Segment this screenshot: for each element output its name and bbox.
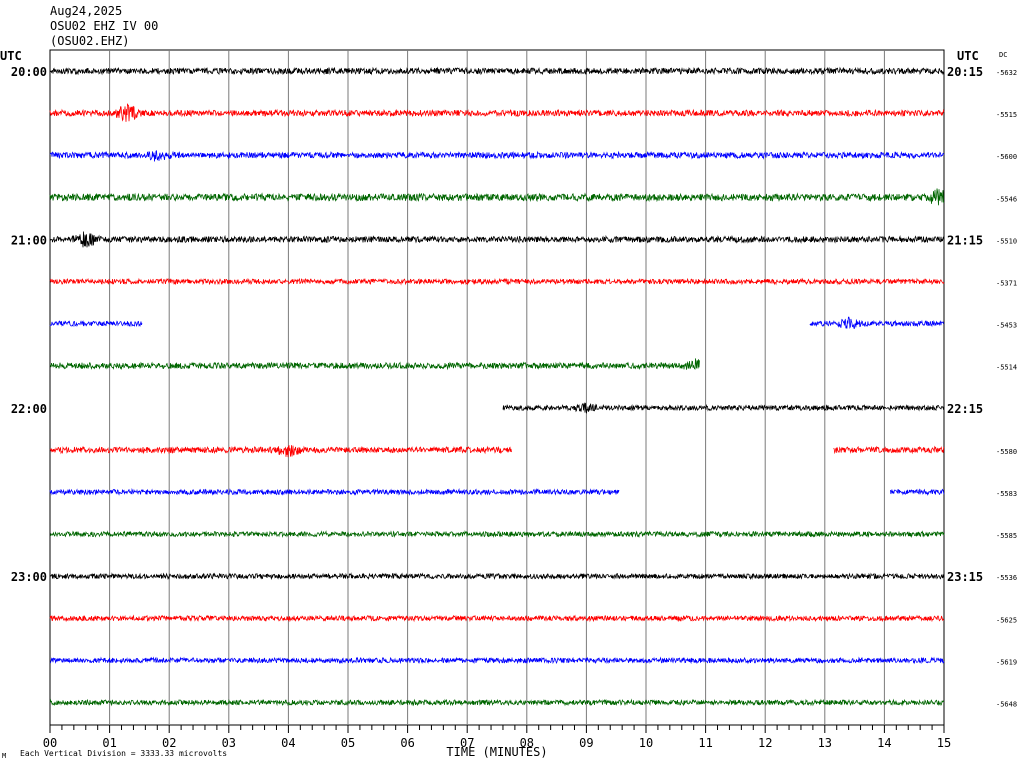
x-tick-label: 12: [758, 736, 772, 750]
trace-line: [890, 488, 945, 496]
right-time-label: 20:15: [947, 65, 983, 79]
right-time-label: 21:15: [947, 233, 983, 247]
x-tick-label: 05: [341, 736, 355, 750]
dc-offset-label: -5583: [996, 490, 1017, 498]
x-axis-label: TIME (MINUTES): [446, 745, 547, 759]
trace-line: [49, 188, 945, 206]
left-time-label: 21:00: [11, 233, 47, 247]
left-time-label: 23:00: [11, 570, 47, 584]
right-time-label: 22:15: [947, 402, 983, 416]
trace-line: [49, 66, 945, 76]
x-tick-label: 10: [639, 736, 653, 750]
dc-offset-label: -5580: [996, 448, 1017, 456]
trace-line: [833, 445, 945, 455]
trace-line: [49, 231, 945, 248]
footnote-mark: M: [2, 752, 7, 760]
plot-frame: [49, 49, 945, 726]
trace-line: [49, 320, 143, 328]
dc-offset-label: -5546: [996, 195, 1017, 203]
x-tick-label: 07: [460, 736, 474, 750]
vertical-division-note: Each Vertical Division = 3333.33 microvo…: [20, 749, 228, 758]
dc-offset-label: -5510: [996, 237, 1017, 245]
x-tick-label: 00: [43, 736, 57, 750]
trace-line: [49, 358, 700, 371]
trace-line: [49, 488, 620, 496]
trace-line: [49, 572, 945, 581]
trace-line: [49, 656, 945, 665]
dc-offset-label: -5515: [996, 111, 1017, 119]
x-tick-label: 06: [400, 736, 414, 750]
trace-line: [49, 150, 945, 162]
x-tick-label: 15: [937, 736, 951, 750]
trace-line: [49, 277, 945, 286]
station-id: OSU02 EHZ IV 00: [50, 19, 159, 33]
dc-offset-label: -5648: [996, 701, 1017, 709]
dc-offset-label: -5600: [996, 153, 1017, 161]
dc-offset-label: -5585: [996, 532, 1017, 540]
x-tick-label: 11: [698, 736, 712, 750]
x-tick-label: 08: [520, 736, 534, 750]
x-tick-label: 01: [102, 736, 116, 750]
trace-line: [49, 614, 944, 623]
left-time-label: 22:00: [11, 402, 47, 416]
dc-offset-label: -5625: [996, 616, 1017, 624]
left-utc-label: UTC: [0, 49, 22, 63]
dc-offset-label: -5514: [996, 364, 1017, 372]
trace-line: [49, 103, 945, 122]
dc-offset-label: -5371: [996, 280, 1017, 288]
dc-offset-label: -5619: [996, 658, 1017, 666]
trace-line: [49, 698, 945, 707]
left-time-label: 20:00: [11, 65, 47, 79]
right-utc-label: UTC: [957, 49, 979, 63]
x-tick-label: 09: [579, 736, 593, 750]
x-tick-label: 03: [222, 736, 236, 750]
x-tick-label: 13: [818, 736, 832, 750]
right-time-label: 23:15: [947, 570, 983, 584]
plot-date: Aug24,2025: [50, 4, 123, 18]
x-tick-label: 02: [162, 736, 176, 750]
dc-label: DC: [999, 51, 1007, 59]
x-tick-label: 14: [877, 736, 891, 750]
trace-line: [49, 444, 512, 458]
channel-id: (OSU02.EHZ): [50, 34, 130, 48]
trace-line: [809, 316, 945, 329]
dc-offset-label: -5536: [996, 574, 1017, 582]
trace-line: [49, 530, 945, 538]
plot-header: Aug24,2025 OSU02 EHZ IV 00 (OSU02.EHZ): [50, 4, 158, 49]
dc-offset-label: -5632: [996, 69, 1017, 77]
x-tick-label: 04: [281, 736, 295, 750]
dc-offset-label: -5453: [996, 322, 1017, 330]
trace-line: [502, 402, 945, 414]
